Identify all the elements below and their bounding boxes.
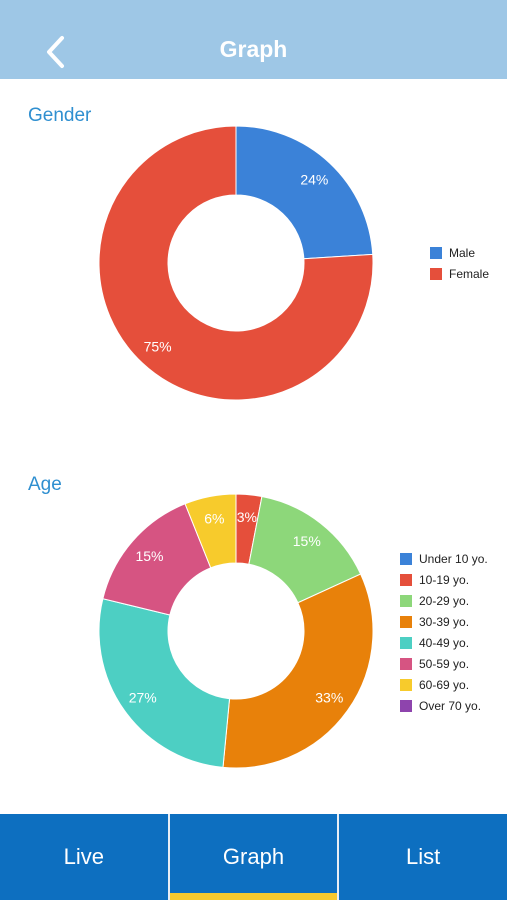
legend-item: 20-29 yo. [400,590,488,611]
legend-item: 40-49 yo. [400,632,488,653]
legend-label: 10-19 yo. [419,572,470,587]
legend-swatch [400,699,412,712]
tab-live-label: Live [63,844,105,869]
slice-label: 75% [144,338,172,354]
legend-label: 30-39 yo. [419,614,470,629]
legend-item: 10-19 yo. [400,569,488,590]
tab-list[interactable]: List [337,814,507,900]
legend-swatch [400,615,412,628]
slice-label: 3% [237,509,257,525]
legend-swatch [400,636,412,649]
tab-graph-label: Graph [222,844,285,869]
legend-swatch [400,678,412,691]
tab-list-label: List [406,844,441,869]
chevron-left-icon [47,36,64,68]
legend-item: Male [430,242,489,263]
slice-60-69-yo [184,493,237,569]
navigation-bar: Graph [0,0,507,79]
gender-donut-chart: 24% 75% [98,125,374,401]
legend-label: 40-49 yo. [419,635,470,650]
legend-item: Female [430,263,489,284]
legend-label: 20-29 yo. [419,593,470,608]
tab-bar: Live Graph List [0,814,507,900]
legend-swatch [400,573,412,586]
slice-label: 6% [204,511,224,527]
legend-item: Under 10 yo. [400,548,488,569]
slice-label: 33% [315,689,343,705]
legend-swatch [400,594,412,607]
legend-swatch [430,267,442,280]
slice-label: 27% [129,689,157,705]
legend-label: 50-59 yo. [419,656,470,671]
legend-label: Under 10 yo. [419,551,488,566]
legend-swatch [430,246,442,259]
slice-male [235,125,374,260]
slice-30-39-yo [222,573,374,769]
legend-swatch [400,657,412,670]
legend-item: 60-69 yo. [400,674,488,695]
legend-item: 50-59 yo. [400,653,488,674]
age-section-title: Age [28,474,62,495]
tab-graph[interactable]: Graph [167,814,338,900]
age-donut-chart: 3% 15% 33% 27% 15% 6% [98,493,374,769]
legend-label: Male [449,245,476,260]
slice-40-49-yo [98,598,231,768]
legend-label: Over 70 yo. [419,698,482,713]
legend-item: 30-39 yo. [400,611,488,632]
age-legend: Under 10 yo. 10-19 yo. 20-29 yo. 30-39 yo. 4… [400,548,488,716]
page-title: Graph [219,36,288,62]
slice-label: 24% [300,172,328,188]
tab-live[interactable]: Live [0,814,168,900]
slice-label: 15% [293,533,321,549]
legend-item: Over 70 yo. [400,695,488,716]
slice-label: 15% [135,548,163,564]
slice-female [98,125,374,401]
gender-section-title: Gender [28,105,92,126]
gender-legend: Male Female [430,242,489,284]
legend-label: 60-69 yo. [419,677,470,692]
back-button[interactable] [36,30,76,74]
legend-swatch [400,552,412,565]
legend-label: Female [449,266,490,281]
